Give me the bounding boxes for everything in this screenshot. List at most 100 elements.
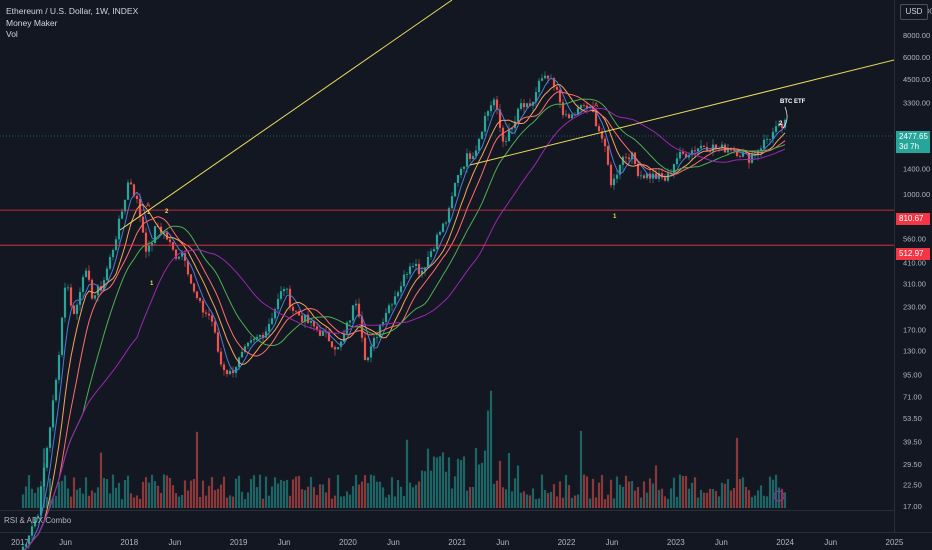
- volume-bar: [768, 476, 772, 508]
- volume-bar: [360, 481, 364, 508]
- wave-label: 1: [150, 281, 154, 287]
- volume-bar: [492, 483, 496, 508]
- volume-bar: [339, 496, 343, 508]
- volume-bar: [753, 495, 757, 508]
- volume-bar: [408, 482, 412, 508]
- ma-purple-line: [23, 107, 786, 550]
- candle-body: [735, 150, 739, 156]
- currency-button[interactable]: USD: [900, 4, 928, 20]
- candle-body: [276, 298, 280, 310]
- volume-bar: [702, 492, 706, 508]
- volume-bar: [399, 486, 403, 508]
- volume-bar: [489, 390, 493, 508]
- candle-body: [546, 75, 550, 79]
- x-tick-label: Jun: [824, 538, 837, 547]
- volume-bar: [567, 485, 571, 508]
- volume-bar: [660, 488, 664, 508]
- candle-body: [609, 164, 613, 186]
- volume-bar: [537, 498, 541, 508]
- candle-body: [177, 256, 181, 259]
- volume-bar: [354, 474, 358, 508]
- indicator-volume[interactable]: Vol: [6, 29, 18, 39]
- volume-bar: [414, 484, 418, 508]
- candle-body: [240, 351, 244, 358]
- volume-bar: [633, 490, 637, 508]
- volume-bar: [573, 495, 577, 508]
- volume-bar: [372, 475, 376, 508]
- candle-body: [201, 300, 205, 313]
- candle-body: [93, 295, 97, 299]
- candle-body: [495, 99, 499, 110]
- volume-bar: [516, 465, 520, 508]
- y-tick-label: 17.00: [903, 502, 922, 511]
- candle-body: [765, 139, 769, 140]
- indicator-money-maker[interactable]: Money Maker: [6, 17, 58, 28]
- volume-bar: [576, 494, 580, 508]
- volume-bar: [300, 489, 304, 508]
- candle-body: [246, 342, 250, 347]
- volume-bar: [375, 481, 379, 508]
- candle-body: [714, 144, 718, 149]
- wave-label: 2: [779, 121, 783, 127]
- volume-bar: [180, 494, 184, 508]
- candle-body: [273, 309, 277, 319]
- volume-bar: [426, 448, 430, 508]
- volume-bar: [249, 479, 253, 508]
- volume-bar: [612, 498, 616, 508]
- volume-bar: [72, 477, 76, 508]
- volume-bar: [114, 487, 118, 508]
- candle-body: [579, 105, 583, 109]
- candle-body: [642, 175, 646, 179]
- volume-bar: [591, 478, 595, 508]
- level-tag-512: 512.97: [896, 248, 930, 260]
- symbol-title[interactable]: Ethereum / U.S. Dollar, 1W, INDEX: [6, 6, 139, 16]
- candle-body: [219, 351, 223, 365]
- candle-body: [594, 111, 598, 127]
- candle-body: [738, 155, 742, 157]
- volume-bar: [108, 493, 112, 508]
- volume-bar: [570, 497, 574, 508]
- x-tick-label: Jun: [278, 538, 291, 547]
- volume-bar: [327, 478, 331, 508]
- volume-bar: [246, 492, 250, 508]
- candle-body: [111, 249, 115, 258]
- candle-body: [558, 89, 562, 103]
- volume-bar: [669, 488, 673, 508]
- candle-body: [54, 379, 58, 401]
- volume-bar: [267, 495, 271, 508]
- candle-body: [588, 106, 592, 109]
- volume-bar: [453, 476, 457, 508]
- candle-body: [198, 297, 202, 301]
- level-tag-810: 810.67: [896, 213, 930, 225]
- x-tick-label: Jun: [59, 538, 72, 547]
- candle-body: [186, 260, 190, 275]
- volume-bar: [552, 484, 556, 508]
- volume-bar: [699, 489, 703, 508]
- volume-bar: [519, 492, 523, 508]
- volume-bar: [510, 491, 514, 508]
- rsi-adx-pane-label[interactable]: RSI & ADX Combo: [4, 516, 72, 525]
- candle-body: [540, 78, 544, 81]
- volume-bar: [126, 475, 130, 508]
- candle-body: [321, 331, 325, 336]
- volume-bar: [564, 475, 568, 508]
- volume-bar: [402, 495, 406, 508]
- volume-bar: [693, 477, 697, 508]
- candle-body: [114, 239, 118, 250]
- candle-body: [780, 123, 784, 128]
- volume-bar: [696, 497, 700, 508]
- volume-bar: [183, 480, 187, 508]
- candle-body: [312, 320, 316, 327]
- last-price-value: 2477.65: [899, 132, 928, 141]
- wave-label: A: [594, 103, 599, 109]
- volume-bar: [132, 497, 136, 508]
- x-tick-label: Jun: [387, 538, 400, 547]
- candle-body: [207, 313, 211, 316]
- volume-bar: [657, 489, 661, 508]
- volume-bar: [276, 483, 280, 508]
- volume-bar: [237, 475, 241, 508]
- volume-bar: [486, 410, 490, 508]
- candle-body: [660, 173, 664, 178]
- volume-bar: [27, 475, 31, 508]
